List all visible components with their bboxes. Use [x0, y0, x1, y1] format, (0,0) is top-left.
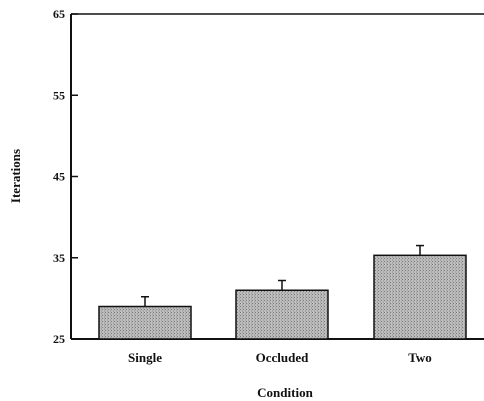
y-tick-label: 25 — [53, 332, 65, 346]
y-tick-label: 55 — [53, 88, 65, 102]
y-tick-label: 65 — [53, 7, 65, 21]
category-labels: Single Occluded Two — [128, 350, 432, 365]
bars — [98, 244, 467, 340]
bar-occluded — [235, 289, 329, 340]
y-tick-label: 35 — [53, 251, 65, 265]
x-category-label: Two — [408, 350, 432, 365]
bar-two — [373, 254, 467, 340]
x-category-label: Occluded — [256, 350, 309, 365]
bar-single — [98, 305, 192, 340]
x-axis-title: Condition — [257, 385, 313, 400]
y-axis-title: Iterations — [8, 149, 23, 203]
y-tick-label: 45 — [53, 170, 65, 184]
y-ticks: 25 35 45 55 65 — [53, 7, 78, 346]
x-category-label: Single — [128, 350, 162, 365]
